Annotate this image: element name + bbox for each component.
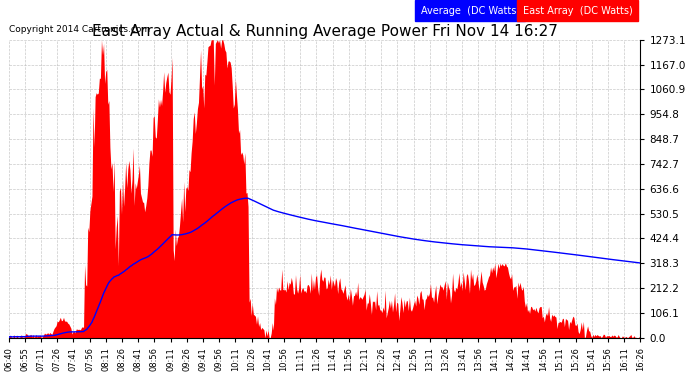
- Legend: Average  (DC Watts), East Array  (DC Watts): Average (DC Watts), East Array (DC Watts…: [418, 3, 635, 19]
- Title: East Array Actual & Running Average Power Fri Nov 14 16:27: East Array Actual & Running Average Powe…: [92, 24, 558, 39]
- Text: Copyright 2014 Cartronics.com: Copyright 2014 Cartronics.com: [9, 25, 150, 34]
